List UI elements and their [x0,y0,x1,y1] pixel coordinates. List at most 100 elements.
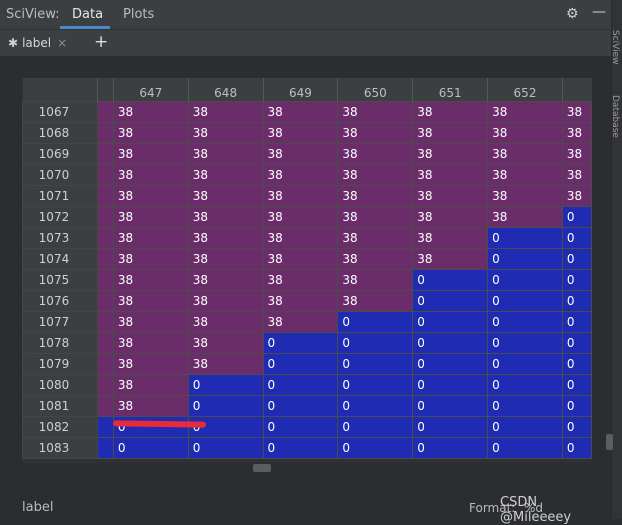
table-cell[interactable]: 38 [337,101,414,123]
table-cell[interactable]: 38 [112,248,189,270]
table-cell[interactable]: 0 [561,290,593,312]
table-cell[interactable]: 38 [262,185,339,207]
table-cell[interactable]: 38 [112,374,189,396]
table-cell[interactable]: 0 [487,353,563,375]
vertical-scrollbar-thumb[interactable] [606,434,613,450]
table-cell[interactable]: 38 [487,122,563,144]
table-cell[interactable]: 0 [487,227,563,249]
row-index[interactable]: 1078 [22,332,98,354]
table-cell[interactable]: 38 [487,206,563,228]
table-cell[interactable]: 38 [262,101,339,123]
table-cell[interactable]: 38 [262,206,339,228]
table-cell[interactable]: 0 [262,332,339,354]
table-cell[interactable]: 0 [262,374,339,396]
table-cell[interactable]: 38 [187,164,264,186]
table-cell[interactable]: 0 [337,332,414,354]
table-cell[interactable]: 38 [487,101,563,123]
table-cell[interactable]: 0 [487,437,563,459]
table-cell[interactable]: 38 [412,143,489,165]
table-cell[interactable]: 0 [412,374,489,396]
column-header[interactable]: 649 [263,78,339,102]
table-cell[interactable]: 0 [412,395,489,417]
sciview-strip-label[interactable]: SciView [610,30,620,65]
table-cell[interactable]: 38 [337,290,414,312]
table-cell[interactable]: 0 [337,395,414,417]
table-cell[interactable]: 0 [487,374,563,396]
row-index[interactable]: 1068 [22,122,98,144]
table-cell[interactable]: 38 [112,143,189,165]
table-cell[interactable]: 0 [262,437,339,459]
table-cell[interactable]: 0 [561,353,593,375]
table-cell[interactable]: 0 [561,374,593,396]
column-header[interactable]: 647 [113,78,189,102]
table-cell[interactable]: 38 [412,227,489,249]
row-index[interactable]: 1077 [22,311,98,333]
table-cell[interactable]: 38 [262,227,339,249]
table-cell[interactable]: 0 [561,437,593,459]
table-cell[interactable]: 0 [487,416,563,438]
add-tab-button[interactable]: + [94,32,109,52]
minus-icon[interactable]: — [592,4,606,20]
table-cell[interactable]: 0 [561,248,593,270]
table-cell[interactable]: 0 [561,269,593,291]
table-cell[interactable]: 38 [561,122,593,144]
table-cell[interactable]: 0 [412,437,489,459]
table-cell[interactable]: 38 [412,206,489,228]
table-cell[interactable]: 0 [187,395,264,417]
table-cell[interactable]: 38 [112,206,189,228]
table-cell[interactable]: 0 [262,416,339,438]
table-cell[interactable]: 38 [412,101,489,123]
column-header[interactable]: 650 [337,78,414,102]
table-cell[interactable]: 38 [337,206,414,228]
table-cell[interactable]: 0 [561,332,593,354]
table-cell[interactable]: 38 [262,122,339,144]
table-cell[interactable]: 0 [262,395,339,417]
table-cell[interactable]: 38 [112,311,189,333]
table-cell[interactable]: 38 [262,269,339,291]
table-cell[interactable]: 38 [112,185,189,207]
table-cell[interactable]: 0 [262,353,339,375]
table-cell[interactable]: 0 [412,269,489,291]
table-cell[interactable]: 38 [487,164,563,186]
table-cell[interactable]: 38 [187,248,264,270]
table-cell[interactable]: 0 [337,437,414,459]
table-cell[interactable]: 38 [187,227,264,249]
table-cell[interactable]: 0 [412,353,489,375]
row-index[interactable]: 1070 [22,164,98,186]
row-index[interactable]: 1076 [22,290,98,312]
tab-plots[interactable]: Plots [123,7,155,22]
column-header[interactable]: 651 [412,78,489,102]
table-cell[interactable]: 38 [337,185,414,207]
row-index[interactable]: 1080 [22,374,98,396]
row-index[interactable]: 1069 [22,143,98,165]
table-cell[interactable]: 38 [187,353,264,375]
horizontal-scrollbar-thumb[interactable] [253,464,271,472]
table-cell[interactable]: 38 [337,164,414,186]
table-cell[interactable]: 0 [487,269,563,291]
table-cell[interactable]: 38 [112,164,189,186]
table-cell[interactable]: 0 [487,332,563,354]
column-header[interactable] [562,78,592,102]
table-cell[interactable]: 38 [412,122,489,144]
row-index[interactable]: 1082 [22,416,98,438]
table-cell[interactable]: 38 [412,164,489,186]
table-cell[interactable]: 38 [337,227,414,249]
table-cell[interactable]: 38 [112,101,189,123]
table-cell[interactable]: 38 [112,353,189,375]
table-cell[interactable]: 38 [187,332,264,354]
row-index[interactable]: 1073 [22,227,98,249]
table-cell[interactable]: 38 [187,311,264,333]
tab-data[interactable]: Data [72,7,104,22]
table-cell[interactable]: 0 [487,290,563,312]
table-cell[interactable]: 38 [112,227,189,249]
table-cell[interactable]: 38 [337,269,414,291]
gear-icon[interactable]: ⚙ [566,6,579,22]
table-cell[interactable]: 38 [561,143,593,165]
close-icon[interactable]: × [57,36,68,50]
table-cell[interactable]: 38 [262,143,339,165]
table-cell[interactable]: 0 [337,311,414,333]
table-cell[interactable]: 38 [187,122,264,144]
row-index[interactable]: 1074 [22,248,98,270]
table-cell[interactable]: 0 [412,311,489,333]
table-cell[interactable]: 38 [187,206,264,228]
